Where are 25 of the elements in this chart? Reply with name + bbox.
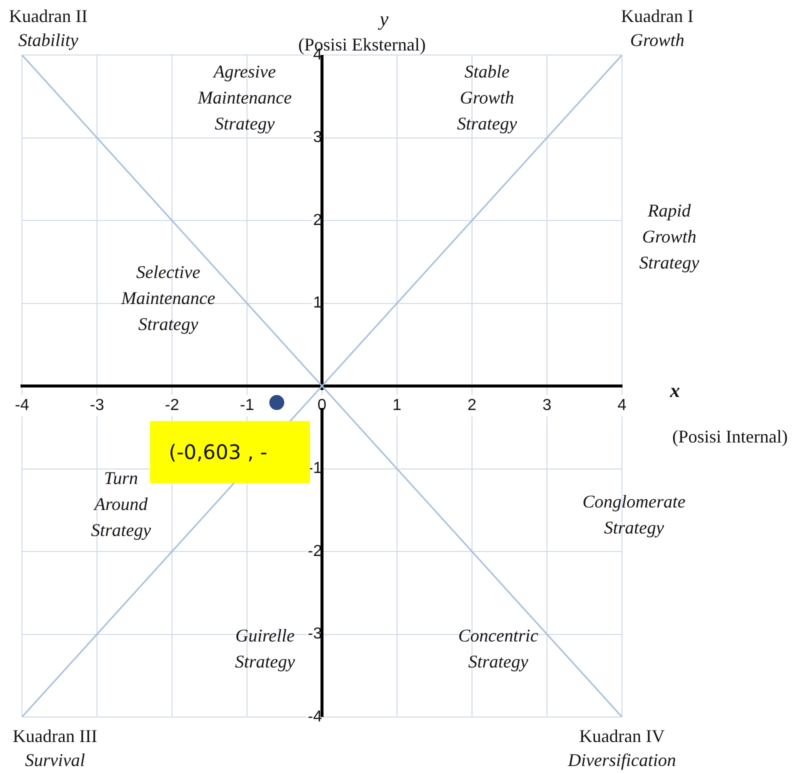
text: Kuadran IV Diversification bbox=[567, 726, 676, 770]
annotation: Concentric Strategy bbox=[458, 626, 538, 672]
text: Rapid Growth Strategy bbox=[639, 200, 700, 273]
callout-box: (-0,603 , - bbox=[150, 420, 310, 483]
annotation: Guirelle Strategy bbox=[235, 626, 295, 672]
y-tick-label: -2 bbox=[308, 542, 322, 560]
x-tick-label: -3 bbox=[90, 397, 104, 414]
x-tick-label: 3 bbox=[542, 397, 552, 414]
x-tick-label: 2 bbox=[468, 397, 477, 414]
x-tick-label: -2 bbox=[164, 397, 180, 414]
annotation: Agresive Maintenance Strategy bbox=[196, 62, 292, 134]
text: Kuadran III Survival bbox=[12, 726, 98, 770]
text: Kuadran I Growth bbox=[621, 6, 694, 50]
x-tick-label: 4 bbox=[618, 397, 627, 414]
annotation: Selective Maintenance Strategy bbox=[120, 262, 216, 334]
annotation: Conglomerate Strategy bbox=[582, 492, 686, 538]
text: x (Posisi Internal) bbox=[670, 380, 788, 447]
x-tick-label: 1 bbox=[392, 397, 402, 414]
text: Kuadran II Stability bbox=[9, 6, 88, 50]
y-tick-label: -4 bbox=[308, 708, 322, 726]
x-tick-label: -4 bbox=[14, 397, 30, 414]
x-tick-label: -1 bbox=[240, 397, 254, 414]
annotation: Stable Growth Strategy bbox=[457, 62, 517, 134]
annotation: Turn Around Strategy bbox=[91, 468, 151, 540]
y-tick-label: 1 bbox=[313, 294, 322, 312]
